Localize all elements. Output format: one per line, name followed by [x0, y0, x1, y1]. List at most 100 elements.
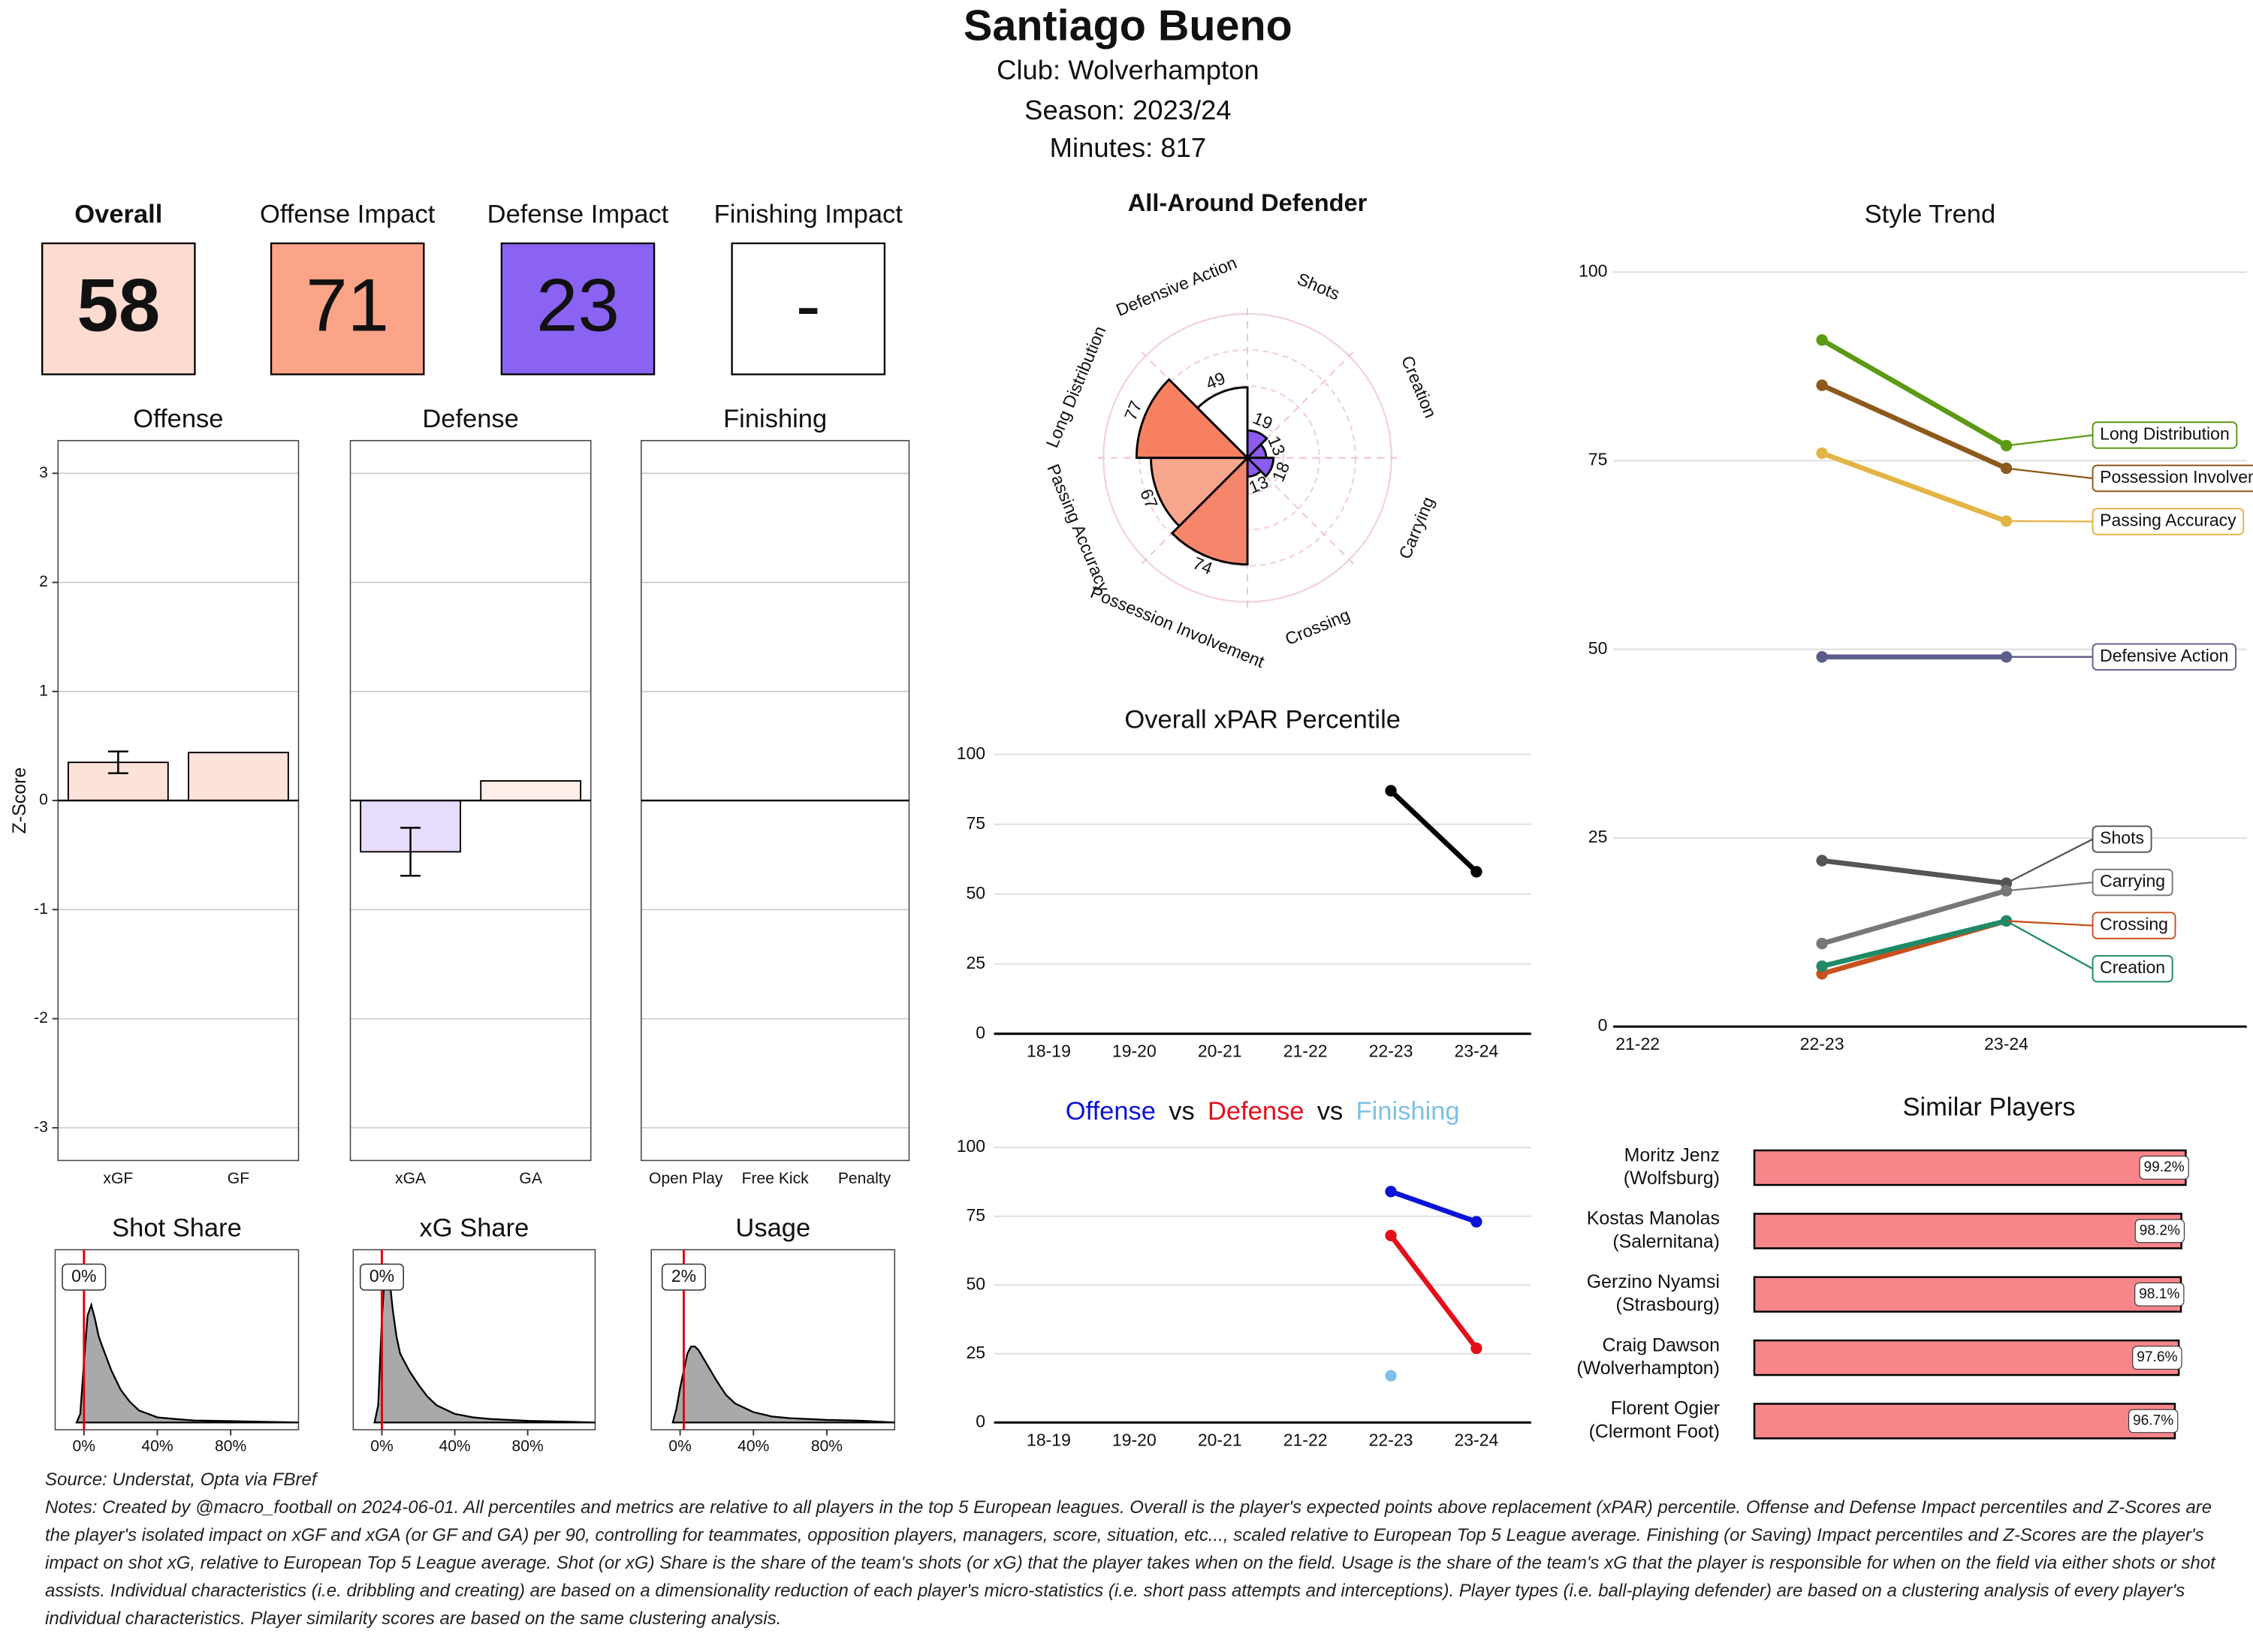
player-name: Kostas Manolas — [1587, 1208, 1720, 1229]
chart-title: Offense vs Defense vs Finishing — [1066, 1097, 1460, 1126]
point — [1385, 785, 1397, 797]
dashboard: Santiago Bueno Club: Wolverhampton Season:… — [9, 2, 2253, 1455]
series-label: Defensive Action — [2100, 646, 2228, 665]
x-tick-label: 21-22 — [1283, 1430, 1328, 1449]
x-tick-label: 20-21 — [1198, 1042, 1242, 1061]
player-name: Florent Ogier — [1611, 1398, 1720, 1419]
chart-title: Similar Players — [1903, 1093, 2076, 1122]
title-separator: vs — [1317, 1097, 1344, 1126]
x-tick-label: xGF — [103, 1170, 133, 1187]
panel-frame — [650, 1249, 896, 1430]
label-leader — [2006, 520, 2093, 523]
tile-label: Finishing Impact — [714, 200, 903, 229]
chart-title: Overall xPAR Percentile — [1124, 706, 1400, 734]
x-tick-label: 0% — [370, 1438, 393, 1455]
x-tick-label: 40% — [141, 1438, 173, 1455]
polar-bar — [1135, 378, 1250, 460]
density-area — [373, 1263, 596, 1424]
y-tick-label: 1 — [39, 682, 48, 699]
panel-title: Defense — [422, 405, 519, 433]
x-tick-label: 21-22 — [1283, 1042, 1328, 1061]
x-tick-label: 0% — [73, 1438, 95, 1455]
x-tick-label: 20-21 — [1198, 1430, 1242, 1449]
y-tick-label: 75 — [967, 1205, 986, 1225]
value-label-box — [2139, 1156, 2189, 1180]
y-tick-label: -2 — [34, 1009, 48, 1026]
value-label: 97.6% — [2137, 1349, 2177, 1365]
tile-box — [500, 242, 656, 375]
chart-title: All-Around Defender — [1128, 188, 1368, 216]
value-label: 99.2% — [2143, 1159, 2184, 1175]
series-label: Possession Involvement — [2100, 467, 2253, 487]
legend-entry: Offense — [1066, 1097, 1156, 1126]
point — [1470, 1342, 1482, 1355]
x-tick-label: 40% — [737, 1438, 769, 1455]
panel-title: Shot Share — [112, 1214, 242, 1243]
x-tick-label: Free Kick — [742, 1170, 809, 1187]
y-tick-label: 0 — [976, 1023, 985, 1042]
value-label-box — [2132, 1346, 2182, 1370]
series-label-box — [2092, 825, 2152, 853]
source: Source: Understat, Opta via FBref — [45, 1470, 317, 1490]
x-tick-label: Penalty — [838, 1170, 891, 1187]
value-label-box — [2134, 1219, 2185, 1244]
series-label-box — [2092, 954, 2173, 983]
point — [1816, 447, 1828, 460]
series-label: Creation — [2100, 957, 2165, 977]
x-tick-label: 23-24 — [1455, 1042, 1499, 1061]
tile-value: 23 — [536, 264, 620, 348]
axis-label: Possession Involvement — [1087, 582, 1268, 671]
bar — [1753, 1339, 2180, 1376]
panel-title: Usage — [735, 1214, 810, 1243]
y-tick-label: -3 — [34, 1118, 48, 1135]
player-name: Craig Dawson — [1603, 1334, 1720, 1355]
polar-bar — [1150, 457, 1250, 528]
y-tick-label: 25 — [967, 953, 986, 972]
marker-label-box — [62, 1263, 107, 1291]
bar — [1753, 1276, 2182, 1313]
point — [1816, 651, 1828, 663]
bar — [1753, 1403, 2176, 1439]
x-tick-label: 21-22 — [1615, 1034, 1660, 1054]
marker-label-box — [661, 1263, 707, 1291]
tile-label: Offense Impact — [260, 200, 436, 229]
series-label: Carrying — [2100, 871, 2165, 891]
x-tick-label: 23-24 — [1984, 1034, 2028, 1054]
y-tick-label: 2 — [39, 573, 48, 590]
label-leader — [2006, 434, 2093, 447]
label-leader — [2006, 881, 2093, 892]
value-label: 77 — [1120, 398, 1146, 424]
value-label: 98.1% — [2139, 1286, 2179, 1302]
point — [1470, 1216, 1482, 1228]
axis-label: Shots — [1295, 269, 1343, 304]
value-label: 19 — [1250, 408, 1276, 433]
marker-label-box — [359, 1263, 404, 1291]
series-line — [1819, 337, 2009, 448]
y-tick-label: 25 — [967, 1343, 986, 1362]
value-label-box — [2134, 1282, 2185, 1307]
tile-value: 58 — [77, 264, 160, 348]
x-tick-label: 18-19 — [1027, 1042, 1071, 1061]
y-tick-label: -1 — [34, 900, 48, 918]
x-tick-label: 40% — [439, 1438, 470, 1455]
series-label: Shots — [2100, 828, 2144, 848]
bar — [188, 752, 289, 802]
bar — [480, 779, 582, 802]
axis-label: Crossing — [1282, 604, 1353, 649]
value-label-box — [2128, 1409, 2179, 1433]
x-tick-label: GA — [519, 1170, 542, 1187]
axis-label: Passing Accuracy — [1043, 461, 1114, 595]
player-club: (Clermont Foot) — [1589, 1421, 1720, 1442]
point — [1385, 1186, 1397, 1198]
label-leader — [2005, 920, 2094, 970]
y-axis-title: Z-Score — [9, 767, 30, 834]
tile-label: Overall — [74, 200, 162, 229]
value-label: 98.2% — [2140, 1222, 2180, 1238]
label-leader — [2006, 467, 2093, 480]
series-label-box — [2092, 868, 2173, 897]
density-area — [671, 1346, 895, 1424]
x-tick-label: 0% — [668, 1438, 691, 1455]
axis-label: Creation — [1398, 353, 1440, 421]
point — [1385, 1229, 1397, 1242]
